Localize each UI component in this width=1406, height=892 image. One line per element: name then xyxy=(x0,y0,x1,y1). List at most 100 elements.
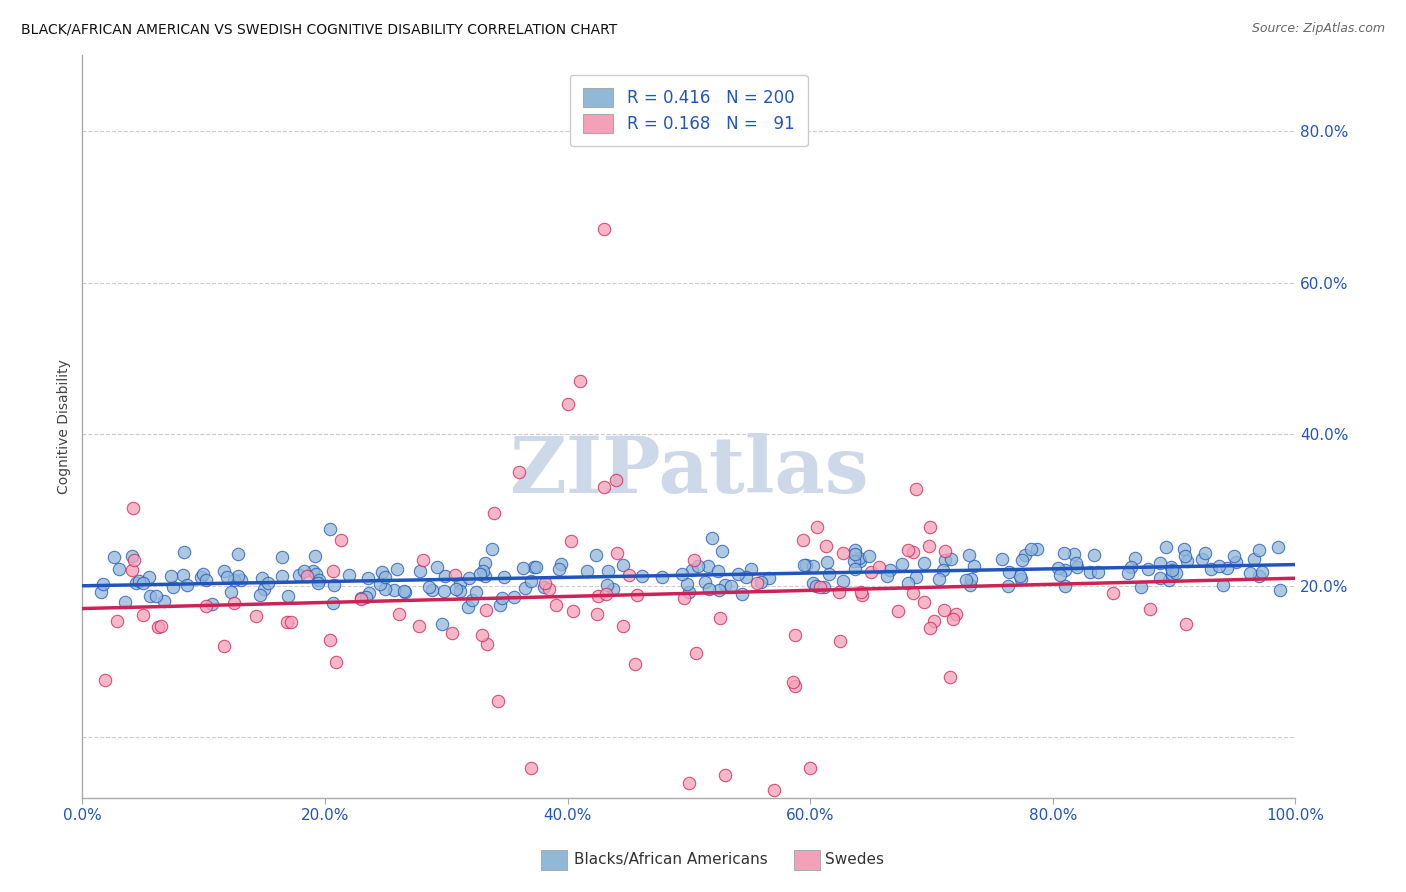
Point xyxy=(270,549,292,564)
Point xyxy=(139,590,162,604)
Point xyxy=(121,563,143,577)
Point xyxy=(425,560,447,574)
Point xyxy=(443,568,465,582)
Point xyxy=(90,585,112,599)
Point xyxy=(449,575,471,590)
Point xyxy=(793,558,815,572)
Point xyxy=(224,596,246,610)
Point xyxy=(887,604,910,618)
Point xyxy=(374,582,396,596)
Point xyxy=(440,626,463,640)
Point xyxy=(1066,560,1088,574)
Point xyxy=(1159,573,1181,587)
Point xyxy=(612,618,634,632)
Point xyxy=(758,571,780,585)
Point xyxy=(153,593,176,607)
Point xyxy=(1139,601,1161,615)
Point xyxy=(1116,566,1139,580)
Point xyxy=(832,574,855,589)
Point xyxy=(955,573,977,587)
Point xyxy=(1119,559,1142,574)
Point xyxy=(803,575,825,590)
Point xyxy=(382,582,405,597)
Point xyxy=(323,578,346,592)
Point xyxy=(523,559,546,574)
Point xyxy=(494,570,516,584)
Point xyxy=(939,551,962,566)
Point xyxy=(319,633,342,648)
Point xyxy=(420,583,443,598)
Point xyxy=(1064,556,1087,570)
Point xyxy=(707,583,730,598)
Point xyxy=(673,591,696,605)
Point xyxy=(808,580,831,594)
Point xyxy=(806,519,828,533)
Point xyxy=(605,473,627,487)
Point xyxy=(678,585,700,599)
Point xyxy=(350,592,373,607)
Point xyxy=(700,531,723,545)
Point xyxy=(922,614,945,628)
Point xyxy=(612,558,634,572)
Point xyxy=(212,639,235,653)
Point xyxy=(304,549,326,563)
Point xyxy=(145,589,167,603)
Point xyxy=(486,693,509,707)
Point xyxy=(688,559,710,574)
Point xyxy=(524,559,547,574)
Point xyxy=(301,564,323,578)
Point xyxy=(1161,566,1184,581)
Point xyxy=(270,569,292,583)
Point xyxy=(195,574,218,588)
Point xyxy=(138,570,160,584)
Point xyxy=(1174,549,1197,564)
Point xyxy=(394,585,416,599)
Point xyxy=(727,567,749,582)
Point xyxy=(905,482,928,496)
Point xyxy=(132,576,155,591)
Point xyxy=(626,588,648,602)
Point xyxy=(706,564,728,578)
Point xyxy=(745,575,768,590)
Point xyxy=(229,573,252,587)
Point xyxy=(762,783,785,797)
Point xyxy=(1194,546,1216,560)
Point xyxy=(215,570,238,584)
Point xyxy=(696,558,718,573)
Point xyxy=(678,776,700,790)
Point xyxy=(548,562,571,576)
Point xyxy=(842,554,865,568)
Point xyxy=(868,560,890,574)
Point xyxy=(173,545,195,559)
Point xyxy=(676,577,699,591)
Point xyxy=(593,480,616,494)
Point xyxy=(699,582,721,596)
Point xyxy=(844,562,866,576)
Point xyxy=(520,574,543,588)
Point xyxy=(146,620,169,634)
Point xyxy=(449,583,471,598)
Point xyxy=(128,574,150,588)
Point xyxy=(249,588,271,602)
Point xyxy=(1078,566,1101,580)
Point xyxy=(176,578,198,592)
Point xyxy=(735,570,758,584)
Point xyxy=(561,604,583,618)
Point xyxy=(1102,586,1125,600)
Point xyxy=(801,559,824,574)
Point xyxy=(890,557,912,571)
Point xyxy=(253,582,276,597)
Point xyxy=(905,570,928,584)
Point xyxy=(491,591,513,606)
Point xyxy=(329,533,352,547)
Point xyxy=(897,575,920,590)
Point xyxy=(1243,551,1265,566)
Point xyxy=(815,555,838,569)
Point xyxy=(897,543,920,558)
Point xyxy=(938,670,960,684)
Point xyxy=(858,549,880,564)
Point xyxy=(934,544,956,558)
Point xyxy=(222,573,245,587)
Point xyxy=(918,621,941,635)
Point xyxy=(792,533,814,548)
